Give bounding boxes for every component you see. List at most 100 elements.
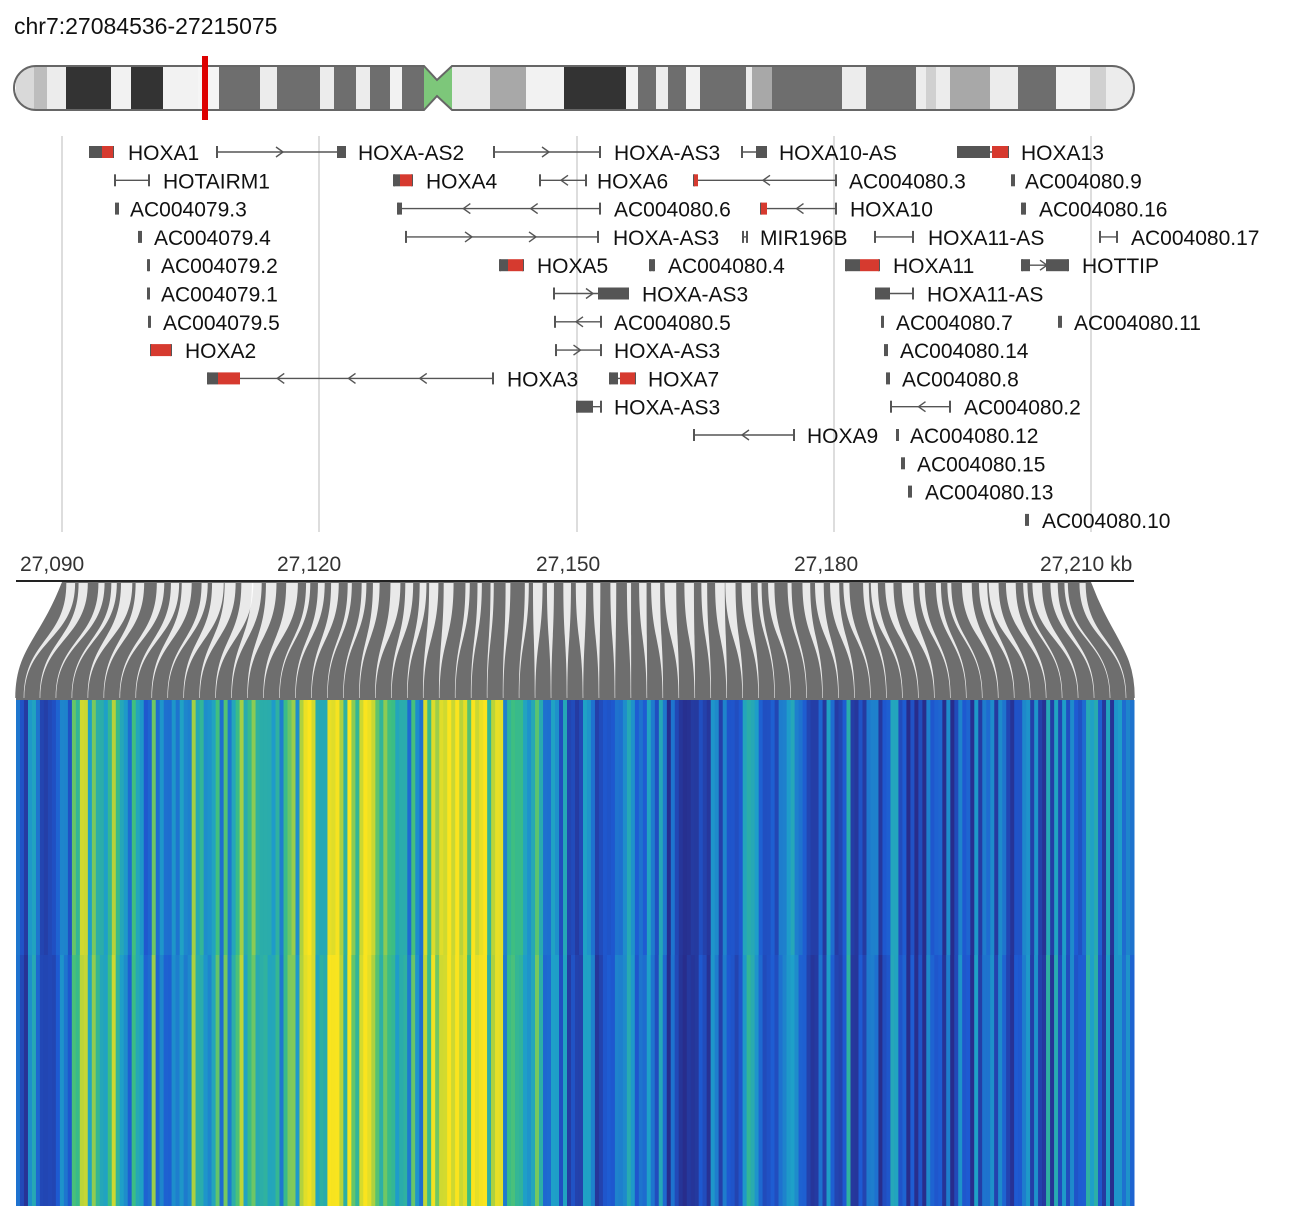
heatmap-bin — [630, 700, 636, 1206]
heatmap-bin — [1018, 955, 1023, 1206]
heatmap-bin — [1002, 700, 1007, 1206]
heatmap-bin — [886, 955, 891, 1206]
heatmap-bin — [67, 955, 73, 1206]
bin-mapping-gap — [23, 583, 76, 698]
heatmap-bin — [127, 700, 133, 1206]
bin-mapping-gap — [546, 583, 554, 698]
gene-label: HOXA1 — [128, 142, 199, 165]
heatmap-bin — [678, 955, 684, 1206]
heatmap-bin — [774, 955, 780, 1206]
heatmap-bin — [730, 955, 736, 1206]
heatmap-bin — [331, 955, 336, 1206]
heatmap-bin — [467, 955, 472, 1206]
gene-label: HOXA5 — [537, 255, 608, 278]
heatmap-bin — [806, 700, 812, 1206]
bin-mapping-gap — [639, 583, 648, 698]
bin-mapping-gap — [151, 583, 192, 698]
heatmap-bin — [742, 955, 748, 1206]
heatmap-bin — [455, 700, 460, 1206]
heatmap-bin — [299, 955, 304, 1206]
ideogram-band — [916, 66, 926, 110]
gene-hoxa1: HOXA1 — [89, 142, 199, 165]
heatmap-bin — [658, 955, 664, 1206]
heatmap-bin — [630, 955, 636, 1206]
heatmap-bin — [898, 700, 903, 1206]
heatmap-bin — [463, 700, 468, 1206]
axis-tick-label: 27,180 — [794, 553, 858, 576]
heatmap-bin — [135, 700, 141, 1206]
heatmap-bin — [810, 955, 816, 1206]
heatmap-bin — [598, 955, 604, 1206]
ideogram-band — [370, 66, 390, 110]
heatmap-bin — [555, 700, 560, 1206]
heatmap-bin — [427, 700, 432, 1206]
heatmap-bin — [754, 955, 760, 1206]
heatmap-bin — [866, 700, 871, 1206]
gene-exon — [394, 174, 400, 187]
ideogram-band — [1056, 66, 1090, 110]
heatmap-bin — [227, 700, 233, 1206]
gene-label: AC004079.2 — [161, 255, 278, 278]
heatmap-bin — [391, 700, 396, 1206]
heatmap-bin — [750, 700, 756, 1206]
heatmap-bin — [662, 955, 668, 1206]
strand-arrow — [276, 372, 285, 384]
heatmap-bin — [147, 955, 153, 1206]
gene-exon — [577, 400, 593, 413]
heatmap-bin — [1034, 700, 1039, 1206]
heatmap-bin — [770, 955, 776, 1206]
gene-exon — [761, 202, 767, 215]
gene-label: HOXA4 — [426, 170, 498, 193]
heatmap-bin — [311, 955, 316, 1206]
gene-ac004080.13: AC004080.13 — [908, 482, 1053, 505]
heatmap-bin — [431, 955, 436, 1206]
heatmap-bin — [211, 700, 217, 1206]
heatmap-bin — [571, 700, 576, 1206]
heatmap-bin — [670, 955, 676, 1206]
heatmap-bin — [1054, 955, 1059, 1206]
heatmap-bin — [395, 955, 400, 1206]
ideogram-band — [752, 66, 772, 110]
heatmap-bin — [263, 700, 269, 1206]
heatmap-bin — [275, 955, 281, 1206]
heatmap-bin — [91, 700, 97, 1206]
heatmap-bin — [602, 955, 608, 1206]
heatmap-bin — [1014, 700, 1019, 1206]
heatmap-bin — [726, 700, 732, 1206]
ideogram-band — [198, 66, 219, 110]
heatmap-bin — [962, 700, 967, 1206]
heatmap-bin — [910, 700, 915, 1206]
ideogram-band — [16, 66, 34, 110]
heatmap-bin — [930, 700, 935, 1206]
heatmap-bin — [279, 955, 285, 1206]
heatmap-bin — [690, 955, 696, 1206]
heatmap-bin — [734, 700, 740, 1206]
gene-label: HOXA7 — [648, 368, 719, 391]
heatmap-bin — [539, 955, 544, 1206]
strand-arrow — [740, 429, 750, 441]
heatmap-bin — [818, 700, 824, 1206]
gene-label: HOXA-AS3 — [614, 142, 720, 165]
heatmap-bin — [467, 700, 472, 1206]
heatmap-bin — [658, 700, 664, 1206]
ideogram-band — [402, 66, 424, 110]
heatmap-bin — [231, 700, 237, 1206]
heatmap-bin — [710, 700, 716, 1206]
heatmap-bin — [1126, 700, 1131, 1206]
heatmap-bin — [774, 700, 780, 1206]
heatmap-bin — [850, 955, 855, 1206]
heatmap-bin — [359, 955, 364, 1206]
gene-hoxa10-as: HOXA10-AS — [741, 142, 897, 165]
gene-label: HOXA10 — [850, 199, 933, 222]
heatmap-bin — [435, 700, 440, 1206]
heatmap-bin — [291, 700, 296, 1206]
gene-label: AC004080.2 — [964, 397, 1081, 420]
heatmap-bin — [830, 700, 836, 1206]
heatmap-bin — [147, 700, 153, 1206]
gene-hoxa3: HOXA3 — [207, 368, 578, 391]
bin-mapping-gap — [470, 583, 482, 698]
heatmap-bin — [870, 955, 875, 1206]
heatmap-bin — [475, 700, 480, 1206]
heatmap-bin — [499, 700, 504, 1206]
heatmap-bin — [63, 955, 69, 1206]
